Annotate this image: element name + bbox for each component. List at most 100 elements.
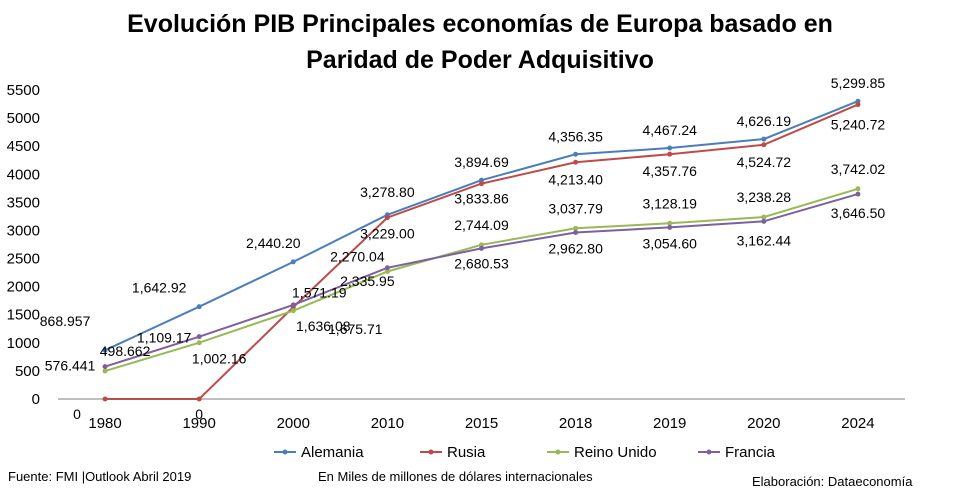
data-point — [102, 396, 108, 402]
data-point — [384, 215, 390, 221]
data-label: 3,229.00 — [360, 226, 415, 242]
y-tick-label: 2000 — [7, 279, 40, 296]
data-point — [573, 159, 579, 165]
legend: Alemania Rusia Reino Unido Francia — [274, 444, 776, 461]
data-label: 3,128.19 — [642, 195, 697, 211]
x-tick-label: 1990 — [182, 415, 215, 432]
data-label: 3,833.86 — [454, 191, 509, 207]
data-label: 4,356.35 — [548, 128, 603, 144]
data-label: 3,238.28 — [737, 189, 792, 205]
data-labels: 868.957 1,642.92 2,440.20 3,278.80 3,894.69 4… — [40, 75, 886, 422]
data-point — [102, 364, 108, 370]
data-point — [667, 151, 673, 157]
x-tick-label: 2015 — [465, 415, 498, 432]
y-tick-label: 4000 — [7, 166, 40, 183]
data-label: 5,240.72 — [831, 117, 886, 133]
data-label: 1,642.92 — [132, 280, 187, 296]
y-tick-label: 500 — [15, 363, 40, 380]
data-label: 4,213.40 — [548, 171, 603, 187]
data-label: 4,467.24 — [642, 122, 697, 138]
data-point — [196, 396, 202, 402]
data-point — [196, 304, 202, 310]
data-point — [479, 181, 484, 187]
data-point — [855, 102, 861, 108]
data-point — [855, 191, 861, 197]
data-point — [573, 151, 579, 157]
y-tick-label: 2500 — [7, 251, 40, 268]
data-point — [196, 334, 202, 340]
y-tick-label: 1000 — [7, 335, 40, 352]
data-label: 4,524.72 — [737, 154, 792, 170]
legend-label: Reino Unido — [574, 444, 657, 461]
data-label: 3,054.60 — [642, 235, 697, 251]
x-tick-label: 2010 — [371, 415, 404, 432]
data-point — [196, 340, 202, 346]
data-label: 3,162.44 — [737, 232, 792, 248]
legend-marker — [555, 449, 561, 455]
footer-source: Fuente: FMI |Outlook Abril 2019 — [8, 469, 191, 484]
data-point — [479, 245, 484, 251]
data-label: 1,002.16 — [192, 351, 247, 367]
data-point — [290, 302, 296, 308]
data-label: 4,626.19 — [737, 113, 792, 129]
data-point — [102, 347, 108, 353]
legend-marker — [706, 449, 712, 455]
data-label: 0 — [195, 406, 203, 422]
legend-label: Francia — [725, 444, 776, 461]
x-tick-label: 2020 — [747, 415, 780, 432]
chart-title-line2: Paridad de Poder Adquisitivo — [306, 46, 654, 74]
data-label: 3,646.50 — [831, 205, 886, 221]
axes: 0 500 1000 1500 2000 2500 3000 3500 4000 4500 5000… — [7, 82, 905, 432]
data-label: 1,636.08 — [296, 318, 351, 334]
data-label: 3,742.02 — [831, 161, 886, 177]
y-tick-label: 5500 — [7, 82, 40, 99]
data-point — [479, 242, 484, 248]
y-tick-label: 1500 — [7, 307, 40, 324]
data-label: 5,299.85 — [831, 75, 886, 91]
legend-label: Rusia — [447, 444, 486, 461]
y-tick-label: 3000 — [7, 222, 40, 239]
data-point — [667, 220, 673, 226]
data-point — [761, 214, 767, 220]
x-tick-label: 2018 — [559, 415, 592, 432]
legend-marker — [282, 449, 288, 455]
data-point — [667, 224, 673, 230]
x-tick-label: 2019 — [653, 415, 686, 432]
data-label: 2,270.04 — [330, 248, 385, 264]
legend-marker — [428, 449, 434, 455]
data-point — [102, 368, 108, 374]
data-point — [290, 259, 296, 265]
y-tick-label: 5000 — [7, 110, 40, 127]
data-point — [573, 225, 579, 231]
data-point — [384, 268, 390, 274]
chart-title-line1: Evolución PIB Principales economías de E… — [127, 10, 833, 38]
data-label: 576.441 — [45, 358, 96, 374]
data-label: 2,335.95 — [340, 273, 395, 289]
y-tick-label: 4500 — [7, 138, 40, 155]
data-point — [384, 265, 390, 271]
data-point — [479, 177, 484, 183]
data-label: 3,037.79 — [548, 200, 603, 216]
data-point — [667, 145, 673, 151]
data-label: 4,357.76 — [642, 163, 697, 179]
data-label: 498.662 — [100, 343, 151, 359]
data-point — [761, 142, 767, 148]
data-point — [290, 308, 296, 314]
data-label: 2,440.20 — [246, 235, 301, 251]
data-point — [855, 186, 861, 192]
x-tick-label: 2000 — [277, 415, 310, 432]
legend-label: Alemania — [301, 444, 364, 461]
data-label: 3,278.80 — [360, 184, 415, 200]
x-tick-label: 1980 — [88, 415, 121, 432]
y-tick-label: 3500 — [7, 194, 40, 211]
data-label: 868.957 — [40, 313, 91, 329]
footer-credit: Elaboración: Dataeconomía — [752, 474, 913, 489]
data-label: 1,571.19 — [292, 285, 347, 301]
data-point — [761, 136, 767, 142]
data-label: 2,680.53 — [454, 255, 509, 271]
data-label: 2,962.80 — [548, 241, 603, 257]
data-label: 2,744.09 — [454, 217, 509, 233]
data-label: 0 — [73, 406, 81, 422]
data-label: 1,675.71 — [328, 321, 383, 337]
